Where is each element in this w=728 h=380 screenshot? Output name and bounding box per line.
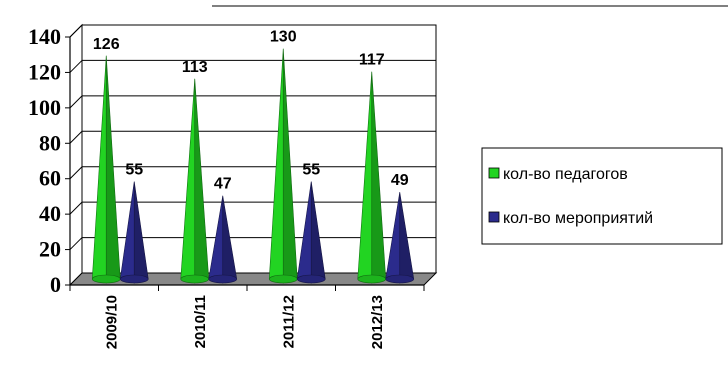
legend-label-teachers: кол-во педагогов [503,166,628,183]
gridline-side [69,237,83,250]
gridline-side [69,95,83,109]
cone-base [180,274,210,284]
data-label: 126 [93,36,120,53]
plot-area: 0 20 40 60 80 100 120 140 126 55 2009/10 113 47 2010/… [28,23,438,349]
side-wall [69,23,83,287]
gridline-side [69,60,83,73]
legend-swatch-events [488,211,500,223]
y-tick-label: 120 [28,59,61,84]
x-tick-label: 2010/11 [192,295,209,348]
cone-base [91,274,121,284]
gridline-side [69,201,83,215]
legend-box [481,147,723,245]
cone-base [208,274,238,284]
y-tick-label: 40 [39,201,61,226]
legend-swatch-teachers [488,167,500,179]
gridline-side [69,166,83,180]
x-tick-label: 2012/13 [369,295,386,349]
data-label: 117 [359,52,385,69]
cone-base [296,274,326,284]
gridline-side [69,24,83,38]
y-tick-label: 60 [39,166,61,191]
data-label: 49 [391,172,409,189]
cone-base [268,274,298,284]
legend: кол-во педагогов кол-во мероприятий [481,147,723,245]
y-tick-label: 0 [50,272,61,297]
data-label: 113 [182,59,208,76]
data-label: 55 [302,162,320,179]
y-tick-label: 20 [39,237,61,262]
cone-base [119,274,149,284]
legend-label-events: кол-во мероприятий [503,210,653,227]
gridline-side [69,130,83,144]
cone-base [385,274,415,284]
y-tick-label: 100 [28,95,61,120]
y-tick-label: 140 [28,24,61,49]
cone-base [357,274,387,284]
data-label: 47 [214,176,232,193]
x-tick-label: 2011/12 [280,295,297,348]
data-label: 130 [270,29,297,46]
x-tick-label: 2009/10 [103,295,120,349]
y-tick-label: 80 [39,130,61,155]
data-label: 55 [125,162,143,179]
